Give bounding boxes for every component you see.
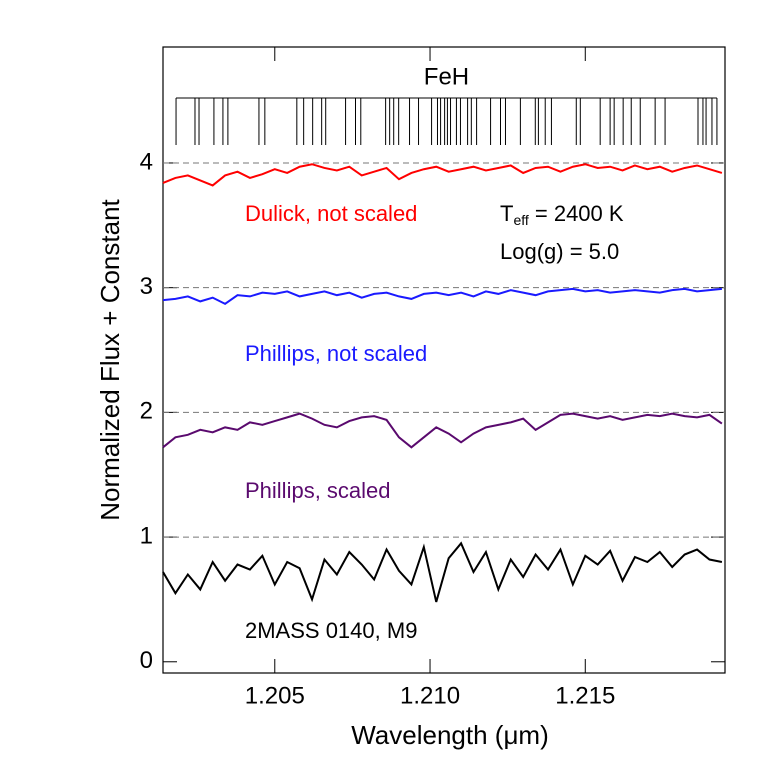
- spectrum-line: [162, 287, 723, 306]
- x-tick-label: 1.210: [400, 682, 460, 709]
- x-tick-label: 1.205: [245, 682, 305, 709]
- spectrum-line: [162, 163, 723, 187]
- series-label: Dulick, not scaled: [245, 201, 417, 226]
- x-axis-label: Wavelength (μm): [351, 720, 549, 750]
- series-label: 2MASS 0140, M9: [245, 618, 417, 643]
- spectrum-line: [162, 412, 723, 449]
- y-tick-label: 2: [140, 398, 153, 425]
- y-tick-label: 1: [140, 522, 153, 549]
- series-label: Phillips, not scaled: [245, 341, 427, 366]
- annotation-text: = 2400 K: [529, 201, 624, 226]
- y-tick-label: 3: [140, 273, 153, 300]
- y-tick-label: 4: [140, 148, 153, 175]
- series-label: Phillips, scaled: [245, 478, 391, 503]
- plot-frame: [162, 46, 726, 674]
- y-tick-label: 0: [140, 647, 153, 674]
- annotation-text: T: [500, 201, 513, 226]
- annotation: Log(g) = 5.0: [500, 239, 619, 264]
- spectrum-line: [162, 541, 723, 603]
- x-tick-label: 1.215: [555, 682, 615, 709]
- annotation: Teff = 2400 K: [500, 201, 624, 228]
- annotation-subscript: eff: [513, 212, 528, 228]
- y-axis-label: Normalized Flux + Constant: [95, 198, 125, 520]
- line-list-label: FeH: [424, 63, 469, 90]
